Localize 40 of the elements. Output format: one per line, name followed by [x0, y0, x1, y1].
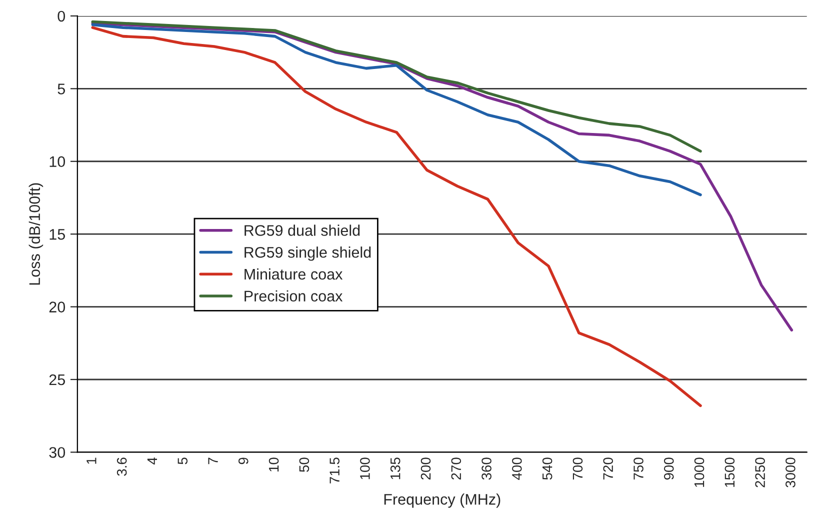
x-tick-label: 3000	[786, 458, 796, 488]
y-tick-label: 10	[50, 156, 66, 168]
legend-label: Miniature coax	[244, 268, 343, 280]
y-tick-label: 20	[49, 302, 66, 312]
x-tick-label: 360	[482, 458, 492, 480]
x-tick-label: 1500	[724, 458, 735, 487]
x-tick-label: 100	[360, 458, 370, 480]
x-tick-label: 4	[147, 457, 157, 464]
x-tick-label: 400	[512, 458, 522, 480]
y-tick-label: 15	[50, 229, 65, 240]
x-tick-label: 270	[451, 458, 462, 480]
x-tick-label: 10	[268, 458, 279, 472]
line-series	[91, 26, 702, 408]
y-axis-title: Loss (dB/100ft)	[28, 183, 44, 285]
x-tick-label: 1000	[694, 458, 704, 487]
x-tick-label: 2250	[755, 458, 765, 488]
x-tick-label: 50	[299, 458, 310, 472]
x-tick-label: 7	[208, 458, 218, 464]
y-tick-label: 5	[58, 84, 65, 94]
line-series	[91, 20, 702, 153]
x-tick-label: 5	[178, 458, 188, 464]
y-tick-label: 25	[49, 374, 65, 386]
x-tick-label: 900	[664, 458, 674, 480]
legend-label: Precision coax	[244, 290, 343, 302]
x-tick-label: 1	[86, 458, 96, 464]
x-tick-label: 200	[420, 458, 431, 480]
x-tick-label: 700	[572, 458, 583, 480]
x-tick-label: 540	[542, 458, 552, 480]
x-tick-label: 71.5	[330, 458, 340, 484]
legend-label: RG59 dual shield	[244, 224, 360, 236]
x-tick-label: 720	[603, 458, 614, 480]
x-axis-title: Frequency (MHz)	[384, 494, 500, 508]
x-tick-label: 3.6	[116, 458, 127, 476]
x-tick-label: 750	[634, 458, 644, 480]
y-tick-label: 30	[49, 447, 66, 458]
y-tick-label: 0	[58, 10, 66, 22]
legend-label: RG59 single shield	[244, 246, 371, 261]
line-series	[91, 23, 702, 196]
x-tick-label: 9	[238, 458, 248, 464]
x-tick-label: 135	[390, 458, 400, 480]
